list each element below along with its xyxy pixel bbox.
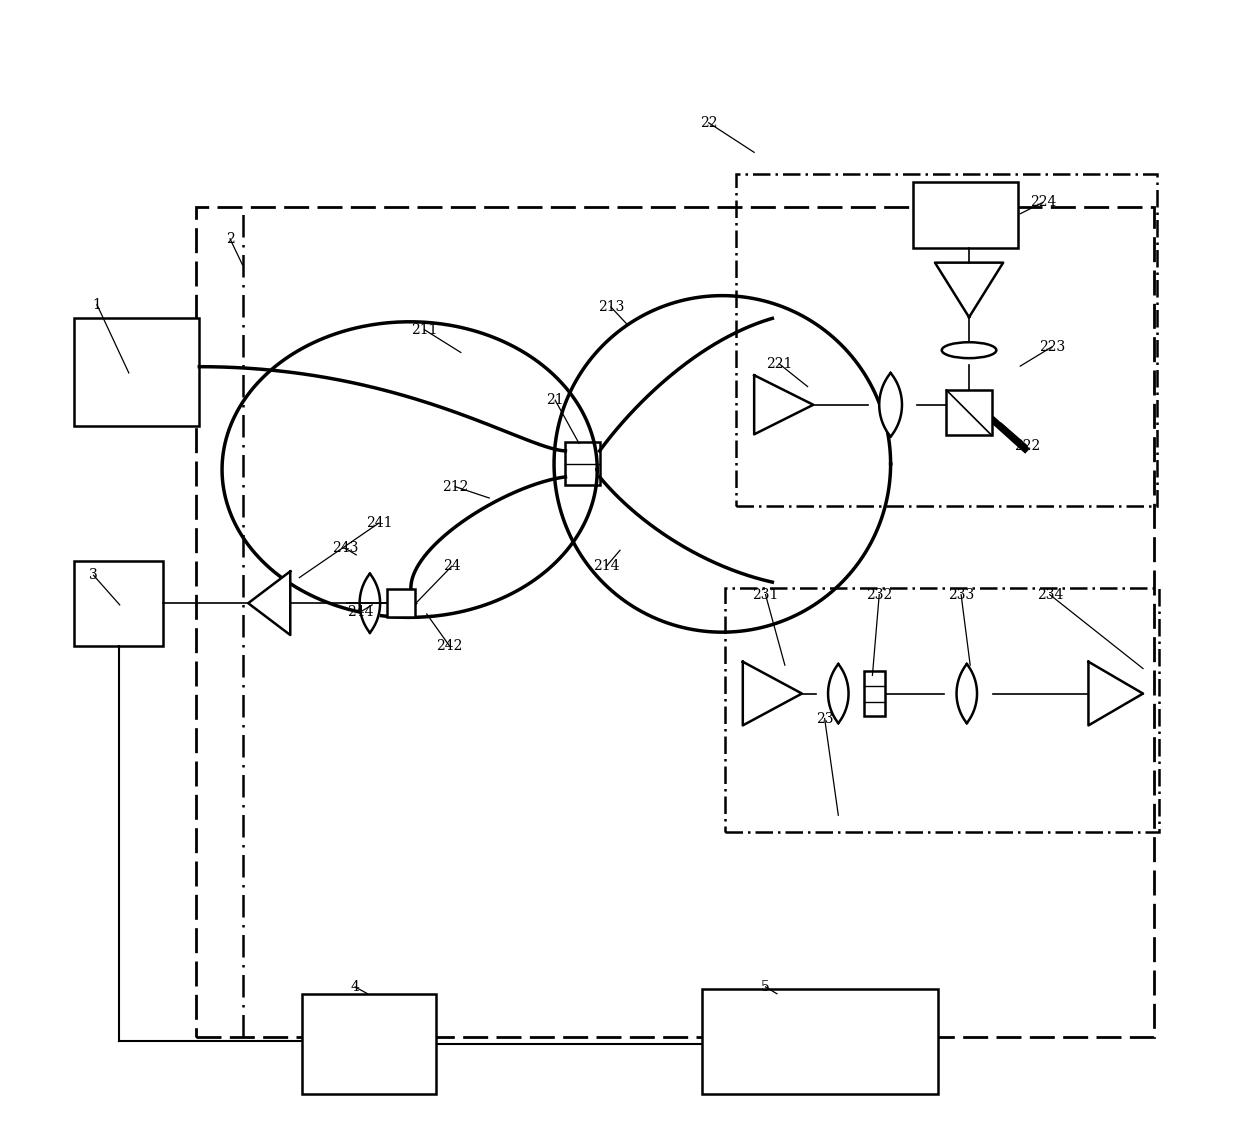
- Ellipse shape: [941, 342, 997, 358]
- Bar: [946, 390, 992, 435]
- Text: 234: 234: [1037, 588, 1063, 601]
- Text: 4: 4: [351, 980, 360, 994]
- Text: 21: 21: [547, 393, 564, 407]
- Text: 244: 244: [347, 605, 374, 619]
- Polygon shape: [935, 263, 1003, 317]
- Bar: [387, 589, 415, 617]
- Text: 24: 24: [443, 559, 460, 573]
- Text: 3: 3: [89, 568, 98, 582]
- Bar: [74, 561, 162, 646]
- Text: 2: 2: [226, 232, 234, 246]
- Polygon shape: [754, 375, 813, 434]
- Bar: [702, 989, 939, 1094]
- Text: 223: 223: [1039, 340, 1065, 354]
- Text: 231: 231: [753, 588, 779, 601]
- Text: 214: 214: [593, 559, 620, 573]
- Polygon shape: [1089, 662, 1143, 725]
- Text: 22: 22: [699, 116, 718, 130]
- Bar: [914, 182, 1018, 248]
- Text: 211: 211: [412, 323, 438, 337]
- Text: 243: 243: [331, 541, 358, 555]
- Text: 213: 213: [598, 300, 624, 314]
- Bar: [864, 671, 885, 716]
- Text: 5: 5: [761, 980, 770, 994]
- Text: 221: 221: [766, 357, 792, 371]
- Text: 232: 232: [866, 588, 893, 601]
- Text: 241: 241: [366, 516, 392, 530]
- Text: 242: 242: [436, 639, 463, 653]
- Text: 1: 1: [93, 298, 102, 312]
- Text: 212: 212: [441, 480, 469, 493]
- Bar: [301, 994, 435, 1094]
- Polygon shape: [248, 571, 290, 634]
- Text: 233: 233: [947, 588, 975, 601]
- Polygon shape: [743, 662, 802, 725]
- Bar: [196, 207, 1154, 1037]
- Text: 23: 23: [816, 712, 833, 725]
- Bar: [74, 318, 200, 426]
- Text: 224: 224: [1029, 196, 1056, 209]
- Bar: [565, 442, 599, 485]
- Bar: [724, 588, 1159, 832]
- Bar: [737, 174, 1157, 506]
- Text: 222: 222: [1014, 439, 1040, 453]
